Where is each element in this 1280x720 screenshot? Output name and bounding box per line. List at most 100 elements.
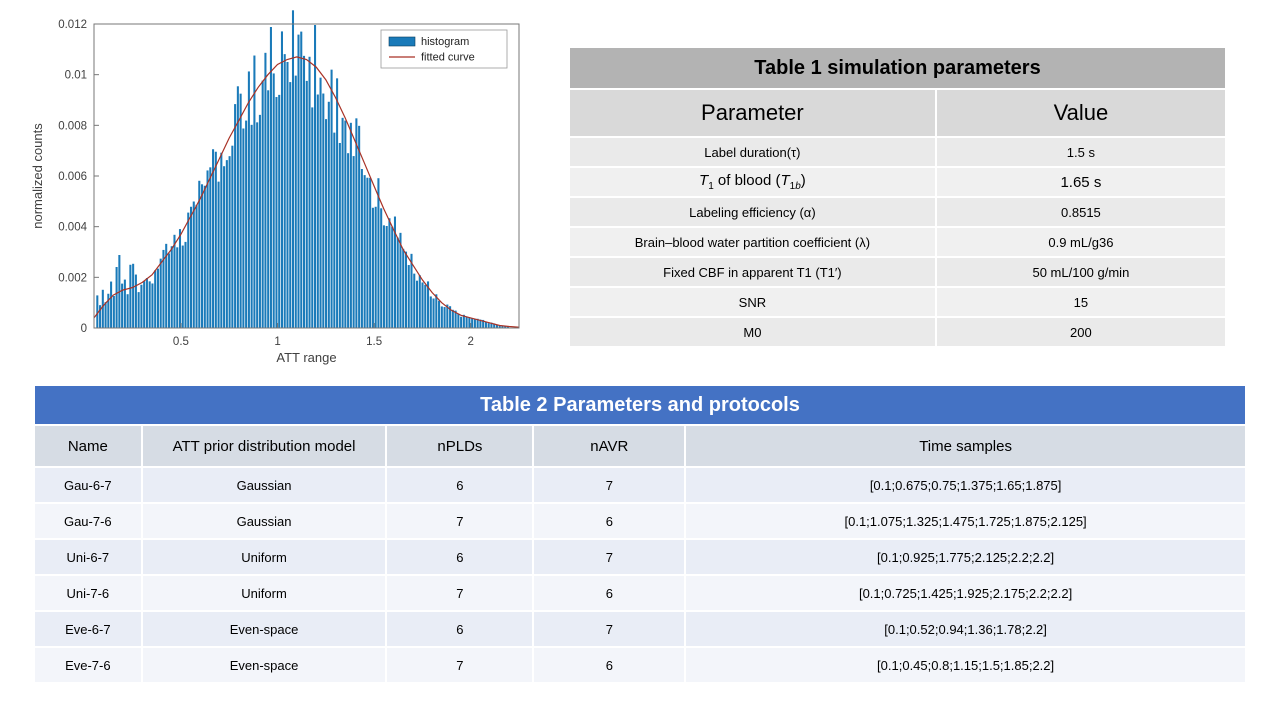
time-samples-cell: [0.1;0.725;1.425;1.925;2.175;2.2;2.2] [686, 576, 1245, 612]
name-cell: Uni-7-6 [35, 576, 143, 612]
table-row: Fixed CBF in apparent T1 (T1′) 50 mL/100… [570, 258, 1225, 288]
histogram-bar [137, 292, 140, 328]
y-tick-label: 0 [81, 323, 87, 335]
histogram-bar [214, 151, 217, 328]
histogram-bar [382, 225, 385, 328]
histogram-bar [476, 318, 479, 328]
histogram-bar [286, 62, 289, 328]
name-cell: Uni-6-7 [35, 540, 143, 576]
table-row: Uni-7-6 Uniform 7 6 [0.1;0.725;1.425;1.9… [35, 576, 1245, 612]
table2-col-navr: nAVR [534, 426, 687, 468]
histogram-bar [363, 175, 366, 328]
param-cell: Labeling efficiency (α) [570, 198, 937, 228]
histogram-bar [145, 278, 148, 328]
histogram-bar [99, 305, 102, 328]
histogram-bar [121, 283, 124, 328]
table1-title: Table 1 simulation parameters [570, 48, 1225, 88]
histogram-bar [143, 281, 146, 328]
histogram-bar [399, 232, 402, 328]
x-tick-label: 1.5 [366, 336, 382, 348]
param-cell: T1 of blood (T1b) [570, 168, 937, 198]
table-row: Label duration(τ) 1.5 s [570, 138, 1225, 168]
histogram-bar [371, 207, 374, 328]
histogram-bar [239, 93, 242, 328]
histogram-bar [413, 273, 416, 328]
histogram-bar [451, 309, 454, 328]
value-cell: 0.9 mL/g36 [936, 228, 1225, 258]
histogram-bar [123, 279, 126, 328]
table1-col-parameter: Parameter [570, 90, 937, 138]
histogram-bar [504, 326, 507, 328]
histogram-bar [347, 153, 350, 328]
histogram-bar [250, 124, 253, 328]
histogram-bar [352, 156, 355, 328]
histogram-bar [129, 264, 132, 328]
histogram-bar [493, 323, 496, 328]
histogram-bar [275, 97, 278, 328]
param-cell: SNR [570, 288, 937, 318]
table1: Parameter Value Label duration(τ) 1.5 s … [570, 90, 1225, 348]
histogram-bar [388, 218, 391, 328]
histogram-bar [104, 302, 107, 328]
histogram-bar [506, 326, 509, 328]
histogram-bar [404, 251, 408, 328]
histogram-bar [471, 318, 474, 328]
value-cell: 15 [936, 288, 1225, 318]
table-row: Eve-6-7 Even-space 6 7 [0.1;0.52;0.94;1.… [35, 612, 1245, 648]
histogram-bar [269, 26, 272, 329]
navr-cell: 6 [534, 648, 687, 684]
histogram-bar [247, 71, 250, 328]
histogram-bar [283, 54, 286, 328]
histogram-bar [349, 122, 352, 328]
histogram-bar [192, 201, 195, 328]
model-cell: Gaussian [142, 504, 388, 540]
histogram-bar [482, 319, 485, 328]
histogram-bar [498, 325, 501, 328]
histogram-bar [170, 246, 173, 328]
histogram-bar [487, 323, 490, 328]
histogram-bar [355, 118, 358, 328]
histogram-bar [479, 319, 482, 328]
histogram-bar [338, 142, 341, 328]
legend-box [380, 29, 508, 69]
nplds-cell: 6 [387, 540, 535, 576]
histogram-bar [380, 208, 383, 328]
histogram-bar [366, 177, 369, 328]
histogram-bar [393, 216, 396, 328]
histogram-bar [415, 280, 419, 328]
table-row: Brain–blood water partition coefficient … [570, 228, 1225, 258]
histogram-bar [151, 283, 154, 328]
histogram-bar [495, 324, 498, 328]
histogram-bar [272, 73, 275, 328]
histogram-bar [201, 184, 204, 328]
histogram-bar [107, 293, 110, 328]
name-cell: Gau-6-7 [35, 468, 143, 504]
histogram-bar [223, 166, 226, 328]
histogram-bar [242, 128, 245, 328]
nplds-cell: 7 [387, 504, 535, 540]
time-samples-cell: [0.1;0.45;0.8;1.15;1.5;1.85;2.2] [686, 648, 1245, 684]
histogram-bar [132, 263, 135, 328]
histogram-bar [217, 181, 220, 328]
histogram-bar [377, 178, 380, 328]
y-axis-label: normalized counts [30, 123, 45, 229]
histogram-bar [198, 180, 201, 328]
histogram-bar [501, 325, 504, 328]
histogram-bar [162, 249, 165, 328]
table1-simulation-parameters: Table 1 simulation parameters Parameter … [570, 48, 1225, 348]
y-tick-label: 0.002 [58, 272, 87, 284]
table-row: Uni-6-7 Uniform 6 7 [0.1;0.925;1.775;2.1… [35, 540, 1245, 576]
table-row: T1 of blood (T1b) 1.65 s [570, 168, 1225, 198]
histogram-bar [440, 306, 443, 328]
histogram-bar [220, 152, 223, 328]
histogram-bar [245, 120, 248, 328]
fitted-curve-line [93, 56, 520, 328]
histogram-bar [443, 307, 446, 328]
table2-header-row: Name ATT prior distribution model nPLDs … [35, 426, 1245, 468]
att-histogram-svg: 0.5 1 1.5 2 0 0.002 0.004 0.006 0.008 0.01 0.012 AT… [30, 10, 520, 365]
histogram-bar [184, 241, 187, 328]
time-samples-cell: [0.1;0.675;0.75;1.375;1.65;1.875] [686, 468, 1245, 504]
name-cell: Eve-7-6 [35, 648, 143, 684]
histogram-bar [424, 284, 427, 328]
